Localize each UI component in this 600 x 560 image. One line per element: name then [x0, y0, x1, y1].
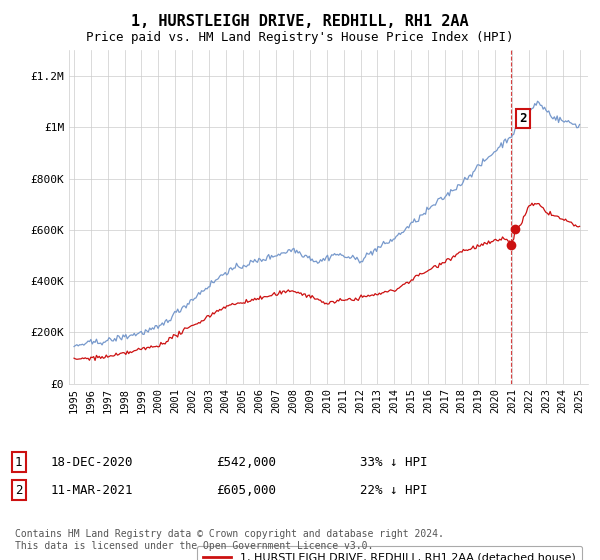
Text: 1: 1 — [15, 455, 23, 469]
Text: Price paid vs. HM Land Registry's House Price Index (HPI): Price paid vs. HM Land Registry's House … — [86, 31, 514, 44]
Text: 18-DEC-2020: 18-DEC-2020 — [51, 455, 133, 469]
Text: 2: 2 — [15, 483, 23, 497]
Text: Contains HM Land Registry data © Crown copyright and database right 2024.
This d: Contains HM Land Registry data © Crown c… — [15, 529, 444, 551]
Text: £605,000: £605,000 — [216, 483, 276, 497]
Text: 33% ↓ HPI: 33% ↓ HPI — [360, 455, 427, 469]
Text: 2: 2 — [520, 112, 527, 125]
Text: 1, HURSTLEIGH DRIVE, REDHILL, RH1 2AA: 1, HURSTLEIGH DRIVE, REDHILL, RH1 2AA — [131, 14, 469, 29]
Text: 11-MAR-2021: 11-MAR-2021 — [51, 483, 133, 497]
Text: £542,000: £542,000 — [216, 455, 276, 469]
Legend: 1, HURSTLEIGH DRIVE, REDHILL, RH1 2AA (detached house), HPI: Average price, deta: 1, HURSTLEIGH DRIVE, REDHILL, RH1 2AA (d… — [197, 546, 583, 560]
Text: 22% ↓ HPI: 22% ↓ HPI — [360, 483, 427, 497]
